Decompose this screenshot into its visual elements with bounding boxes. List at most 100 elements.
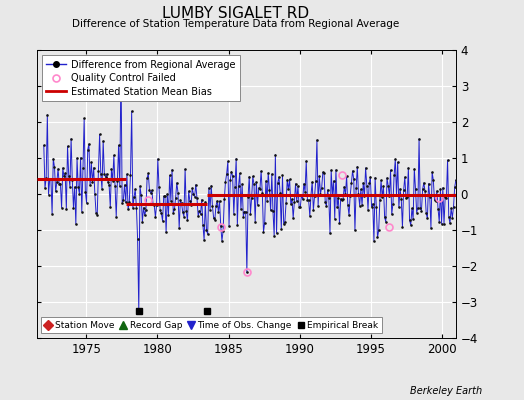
Point [138, 219, 147, 225]
Point [403, 194, 411, 200]
Point [435, 219, 443, 225]
Point [73, 155, 81, 161]
Point [250, 181, 258, 188]
Point [300, 180, 308, 187]
Point [401, 174, 409, 180]
Point [340, 184, 348, 190]
Point [429, 177, 438, 183]
Point [46, 176, 54, 182]
Point [103, 171, 111, 177]
Point [353, 163, 362, 170]
Point [252, 179, 260, 186]
Point [58, 204, 66, 211]
Point [259, 229, 268, 235]
Point [302, 158, 310, 164]
Point [205, 185, 213, 191]
Point [176, 197, 184, 203]
Point [155, 183, 163, 190]
Point [320, 170, 328, 176]
Point [231, 184, 239, 190]
Point [226, 177, 234, 184]
Point [87, 159, 95, 166]
Point [124, 206, 132, 212]
Point [62, 206, 71, 212]
Point [421, 188, 429, 194]
Point [399, 187, 408, 194]
Point [93, 211, 102, 218]
Point [371, 174, 379, 181]
Point [237, 206, 245, 212]
Point [158, 218, 167, 224]
Point [88, 179, 96, 186]
Point [406, 217, 414, 223]
Point [292, 198, 301, 204]
Point [111, 183, 119, 189]
Point [151, 214, 160, 220]
Point [105, 182, 113, 188]
Point [119, 196, 127, 203]
Point [364, 206, 372, 213]
Point [283, 177, 291, 183]
Point [184, 188, 193, 194]
Text: Berkeley Earth: Berkeley Earth [410, 386, 482, 396]
Point [100, 171, 108, 177]
Point [40, 142, 48, 149]
Point [424, 180, 433, 187]
Point [185, 198, 194, 204]
Point [355, 202, 364, 209]
Point [143, 175, 151, 181]
Point [335, 220, 344, 226]
Point [304, 197, 313, 203]
Point [61, 170, 69, 177]
Point [201, 199, 210, 205]
Point [245, 173, 254, 180]
Point [234, 183, 243, 189]
Point [90, 164, 98, 171]
Point [334, 194, 343, 201]
Point [180, 213, 188, 220]
Point [78, 208, 86, 215]
Point [383, 175, 391, 181]
Point [439, 184, 447, 191]
Point [101, 174, 110, 180]
Point [261, 178, 270, 184]
Point [55, 181, 63, 187]
Point [212, 202, 220, 209]
Point [416, 204, 424, 211]
Point [312, 178, 320, 184]
Point [398, 224, 407, 230]
Point [287, 201, 295, 208]
Point [132, 204, 140, 211]
Point [174, 189, 182, 196]
Point [203, 231, 212, 237]
Point [77, 154, 85, 161]
Point [307, 192, 315, 198]
Point [394, 159, 402, 165]
Point [177, 200, 185, 206]
Point [86, 182, 94, 189]
Point [52, 179, 61, 186]
Point [161, 193, 169, 199]
Point [318, 184, 326, 191]
Point [260, 219, 269, 226]
Point [255, 185, 263, 191]
Point [257, 168, 265, 174]
Point [303, 196, 312, 203]
Point [385, 193, 394, 199]
Point [207, 182, 215, 189]
Point [390, 172, 398, 178]
Point [411, 186, 420, 192]
Point [69, 204, 78, 211]
Point [402, 195, 410, 202]
Point [351, 227, 359, 234]
Point [137, 192, 145, 199]
Point [156, 207, 165, 214]
Point [266, 207, 275, 214]
Point [110, 152, 118, 158]
Point [220, 196, 228, 202]
Point [344, 202, 352, 208]
Point [223, 171, 231, 177]
Point [228, 173, 237, 179]
Point [319, 169, 327, 176]
Point [244, 194, 252, 200]
